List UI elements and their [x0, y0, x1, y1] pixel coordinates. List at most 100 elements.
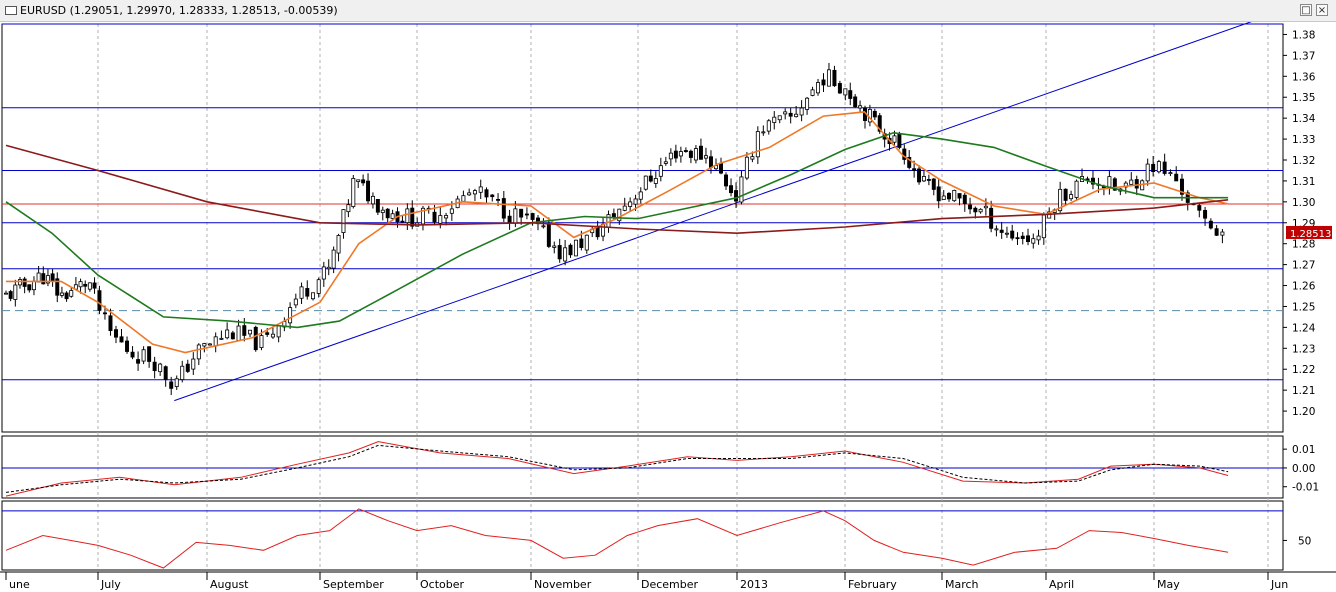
price-tick-label: 1.36	[1292, 71, 1316, 83]
candle-body	[31, 280, 36, 291]
candle-body	[926, 179, 931, 181]
candle-body	[341, 209, 346, 234]
candle-body	[1179, 178, 1184, 195]
month-label: February	[848, 578, 897, 591]
candle-body	[1063, 188, 1068, 201]
rsi-line	[5, 508, 1229, 569]
month-label: une	[9, 578, 30, 591]
candle-body	[772, 116, 777, 123]
candle-body	[444, 215, 449, 219]
candle-body	[1026, 235, 1031, 243]
candle-body	[755, 131, 760, 158]
month-label: December	[641, 578, 699, 591]
candle-body	[405, 208, 410, 224]
candle-body	[941, 195, 946, 200]
candle-body	[931, 178, 936, 190]
candle-body	[375, 198, 380, 213]
candle-body	[1129, 179, 1134, 185]
candle-body	[1112, 178, 1117, 191]
candle-body	[788, 112, 793, 117]
candle-body	[1031, 238, 1036, 244]
candle-body	[552, 245, 557, 248]
candle-body	[311, 292, 315, 300]
month-label: October	[420, 578, 464, 591]
candle-body	[1168, 172, 1173, 175]
macd-tick-label: 0.00	[1292, 463, 1315, 475]
candle-body	[557, 245, 562, 260]
candle-body	[962, 194, 967, 205]
candle-body	[97, 290, 102, 311]
price-tick-label: 1.25	[1292, 301, 1315, 313]
candle-body	[1010, 230, 1015, 239]
candle-body	[22, 278, 27, 287]
candle-body	[1197, 205, 1202, 211]
candle-body	[892, 135, 897, 143]
candle-body	[821, 79, 826, 86]
candle-body	[658, 165, 663, 177]
price-chart[interactable]: 1.381.371.361.351.341.331.321.311.301.29…	[0, 22, 1336, 592]
candle-body	[530, 213, 535, 220]
candle-body	[114, 329, 118, 338]
candle-body	[912, 168, 917, 171]
candle-body	[1174, 173, 1179, 182]
candle-body	[633, 198, 638, 205]
candle-body	[978, 208, 983, 213]
price-tick-label: 1.21	[1292, 385, 1315, 397]
candle-body	[496, 198, 501, 201]
candle-body	[673, 150, 678, 159]
candle-body	[1004, 232, 1009, 235]
candle-body	[683, 150, 688, 152]
candle-body	[698, 145, 703, 160]
candle-body	[947, 192, 951, 200]
candle-body	[663, 161, 668, 164]
candle-body	[102, 312, 107, 315]
candle-body	[490, 194, 495, 198]
candle-body	[41, 273, 46, 285]
restore-icon[interactable]: □	[1300, 4, 1312, 16]
candle-body	[169, 381, 174, 389]
price-tick-label: 1.27	[1292, 260, 1315, 272]
candle-body	[957, 193, 962, 199]
close-icon[interactable]: ×	[1316, 4, 1328, 16]
candle-body	[8, 291, 13, 299]
candle-body	[17, 279, 22, 286]
candle-body	[628, 201, 633, 207]
candle-body	[761, 131, 766, 134]
candle-body	[617, 208, 622, 222]
price-tick-label: 1.38	[1292, 29, 1315, 41]
last-price-label: 1.28513	[1290, 229, 1331, 240]
candle-body	[777, 115, 782, 121]
candle-body	[917, 168, 922, 183]
month-label: May	[1157, 578, 1180, 591]
candle-body	[270, 333, 275, 338]
candle-body	[125, 340, 130, 352]
candle-body	[999, 229, 1004, 233]
candle-body	[248, 329, 253, 335]
candle-body	[385, 208, 390, 219]
candle-body	[410, 207, 415, 227]
candle-body	[524, 213, 529, 216]
candle-body	[390, 213, 395, 219]
candle-body	[78, 281, 83, 288]
candle-body	[563, 247, 568, 262]
candle-body	[1074, 180, 1079, 198]
candle-body	[519, 208, 524, 218]
candle-body	[253, 326, 258, 351]
candle-body	[288, 307, 293, 324]
candle-body	[196, 344, 201, 360]
candle-body	[568, 244, 573, 256]
candle-body	[858, 105, 863, 109]
candle-body	[734, 190, 739, 202]
candle-body	[703, 155, 708, 159]
symbol-ohlc-header: EURUSD (1.29051, 1.29970, 1.28333, 1.285…	[20, 4, 338, 17]
candle-body	[299, 286, 304, 299]
price-tick-label: 1.32	[1292, 155, 1315, 167]
price-tick-label: 1.31	[1292, 176, 1315, 188]
candle-body	[361, 179, 366, 184]
month-label: November	[534, 578, 592, 591]
candle-body	[653, 178, 658, 184]
candle-body	[688, 150, 693, 158]
candle-body	[826, 69, 831, 87]
price-pane-frame	[1, 23, 1284, 433]
candle-body	[230, 332, 235, 340]
